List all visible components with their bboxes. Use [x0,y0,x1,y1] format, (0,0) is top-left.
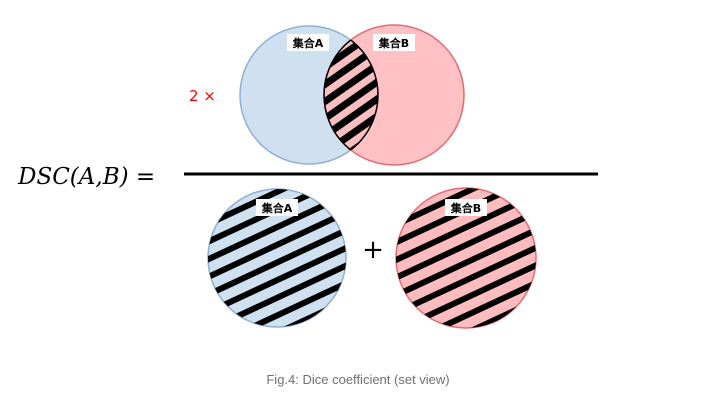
set-b-label-top: 集合B [378,36,409,50]
intersection-region [323,26,378,164]
figure-caption: Fig.4: Dice coefficient (set view) [266,372,450,387]
set-a-hatch [208,189,346,327]
multiplier-text: 2 × [189,87,216,105]
denominator-set-b: 集合B [395,187,537,329]
set-a-label-top: 集合A [292,36,324,50]
denominator-set-a: 集合A [207,188,347,328]
dsc-formula-lhs: DSC(A,B) = [17,164,155,190]
set-b-label-box-bottom [445,199,487,216]
set-b-hatch [396,188,536,328]
set-a-label-bottom: 集合A [261,201,293,215]
plus-sign: + [362,235,384,265]
set-b-label-box-top [373,34,415,51]
set-b-label-bottom: 集合B [450,201,481,215]
set-a-label-box-bottom [256,199,298,216]
set-a-label-box-top [287,34,329,51]
numerator-venn: 集合A 集合B [239,24,465,166]
